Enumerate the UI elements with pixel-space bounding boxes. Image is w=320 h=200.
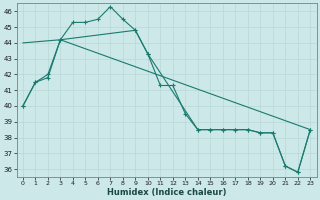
X-axis label: Humidex (Indice chaleur): Humidex (Indice chaleur) [107,188,226,197]
